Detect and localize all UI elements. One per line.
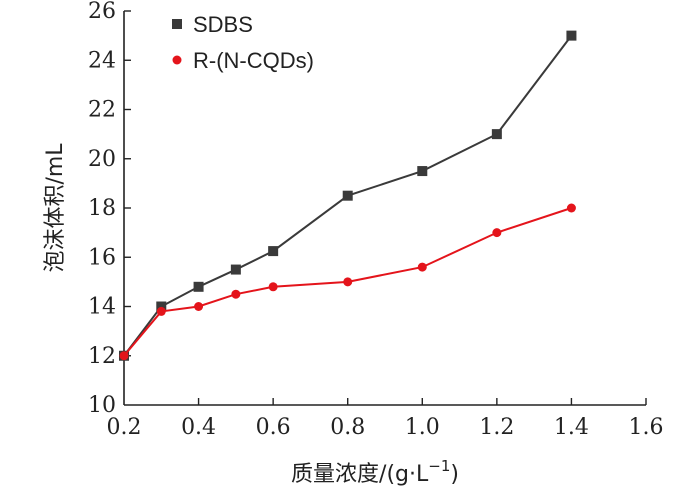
series-1 — [119, 30, 577, 361]
x-axis-title-superscript: −1 — [428, 457, 450, 475]
x-axis-title-main: 质量浓度/(g·L — [291, 462, 429, 487]
y-tick-label: 14 — [88, 295, 116, 320]
x-tick-label: 0.4 — [181, 415, 216, 440]
y-tick-label: 22 — [88, 98, 116, 123]
data-point — [231, 289, 241, 299]
x-axis-title: 质量浓度/(g·L−1) — [291, 457, 459, 487]
legend-item: SDBS — [172, 12, 253, 37]
data-point — [343, 277, 353, 287]
x-tick-label: 1.4 — [554, 415, 589, 440]
data-point — [119, 351, 129, 361]
series-layer — [119, 30, 577, 361]
data-point — [230, 264, 241, 275]
y-tick-label: 24 — [88, 48, 116, 73]
legend-label: R-(N-CQDs) — [193, 48, 314, 73]
series-2 — [119, 203, 576, 361]
data-point — [268, 246, 279, 257]
y-ticks: 10 12 14 16 18 20 22 24 26 — [88, 0, 131, 418]
data-point — [417, 166, 428, 177]
y-tick-label: 12 — [88, 344, 116, 369]
data-point — [417, 262, 427, 272]
legend: SDBS R-(N-CQDs) — [172, 12, 314, 73]
data-point — [566, 203, 576, 213]
data-point — [491, 129, 502, 140]
data-point — [342, 190, 353, 201]
y-tick-label: 26 — [88, 0, 116, 24]
x-tick-label: 1.6 — [629, 415, 664, 440]
x-tick-label: 0.6 — [256, 415, 291, 440]
y-tick-label: 18 — [88, 196, 116, 221]
x-axis-title-tail: ) — [450, 462, 459, 487]
y-axis-title: 泡沫体积/mL — [43, 143, 68, 273]
x-ticks: 0.2 0.4 0.6 0.8 1.0 1.2 1.4 1.6 — [107, 398, 664, 440]
x-tick-label: 1.2 — [479, 415, 514, 440]
data-point — [193, 281, 204, 292]
y-tick-label: 10 — [88, 393, 116, 418]
legend-label: SDBS — [193, 12, 253, 37]
x-tick-label: 0.8 — [330, 415, 365, 440]
data-point — [492, 228, 502, 238]
data-point — [156, 306, 166, 316]
legend-marker — [172, 55, 182, 65]
legend-item: R-(N-CQDs) — [172, 48, 314, 73]
data-point — [268, 282, 278, 292]
x-tick-label: 1.0 — [405, 415, 440, 440]
data-point — [194, 302, 204, 311]
data-point — [566, 30, 577, 41]
y-tick-label: 20 — [88, 147, 116, 172]
legend-marker — [172, 19, 182, 29]
y-tick-label: 16 — [88, 245, 116, 270]
data-point — [156, 301, 167, 312]
x-tick-label: 0.2 — [107, 415, 142, 440]
